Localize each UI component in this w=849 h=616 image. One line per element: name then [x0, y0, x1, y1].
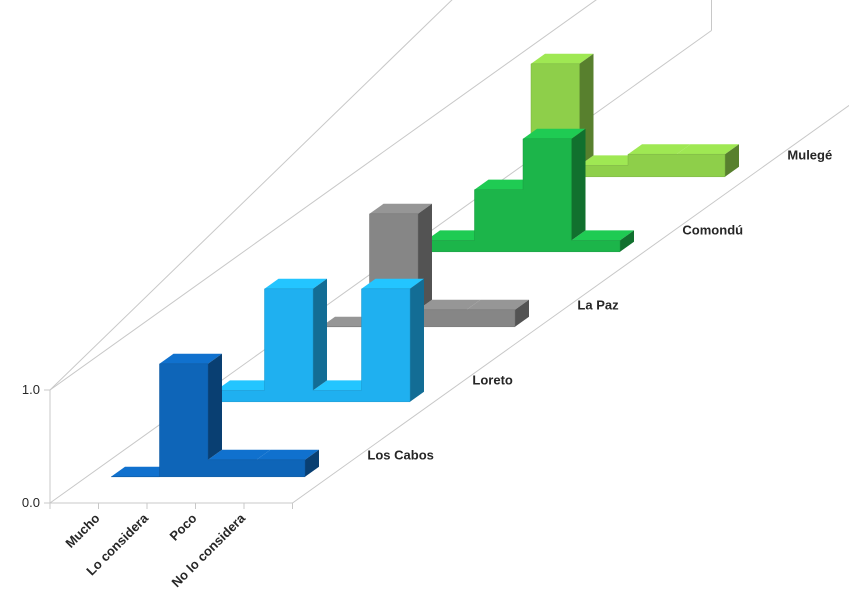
bar-side — [208, 353, 222, 460]
series-label: Los Cabos — [367, 448, 433, 463]
bar-side — [620, 230, 634, 252]
bar-top — [361, 278, 424, 289]
bar-top — [531, 53, 594, 64]
bar-front — [425, 138, 621, 253]
bar-top — [418, 299, 481, 310]
series-label: Loreto — [472, 373, 513, 388]
series-label: La Paz — [577, 298, 619, 313]
series-comond- — [425, 128, 634, 253]
bar-top — [111, 466, 174, 477]
bar-front — [215, 288, 411, 403]
bar-top — [474, 179, 537, 190]
bar-top — [628, 144, 691, 155]
bar-top — [426, 230, 489, 241]
bar-front — [111, 363, 306, 478]
bar-top — [264, 278, 327, 289]
back-wall-outline — [711, 0, 712, 31]
bar-top — [159, 353, 222, 364]
bar-side — [725, 144, 739, 177]
bar-side — [313, 278, 327, 391]
series-loreto — [215, 278, 424, 403]
gridline-1 — [49, 0, 597, 391]
bar-top — [256, 449, 319, 460]
series-label: Mulegé — [787, 148, 832, 163]
series-layer — [111, 53, 739, 478]
bar-side — [571, 128, 586, 241]
left-wall-top-edge — [49, 0, 453, 391]
bar-side — [515, 299, 529, 327]
bar-side — [410, 278, 424, 402]
x-category-label: Mucho — [62, 510, 102, 550]
bar-top — [313, 380, 376, 391]
bar-top — [676, 144, 739, 155]
y-tick-label: 1.0 — [22, 382, 40, 397]
bar-top — [208, 449, 271, 460]
bar-top — [523, 128, 586, 139]
x-category-label: Poco — [167, 510, 200, 543]
y-axis: 0.0 1.0 — [22, 382, 50, 510]
bar-top — [579, 155, 642, 166]
series-label: Comondú — [682, 223, 743, 238]
depth-axis: Mulegé Comondú La Paz Loreto Los Cabos — [367, 148, 832, 463]
bar-top — [571, 230, 634, 241]
bar-top — [216, 380, 279, 391]
bar-side — [305, 449, 319, 477]
y-tick-label: 0.0 — [22, 495, 40, 510]
bar-top — [466, 299, 529, 310]
series-los-cabos — [111, 353, 319, 478]
bar-top — [369, 203, 432, 214]
